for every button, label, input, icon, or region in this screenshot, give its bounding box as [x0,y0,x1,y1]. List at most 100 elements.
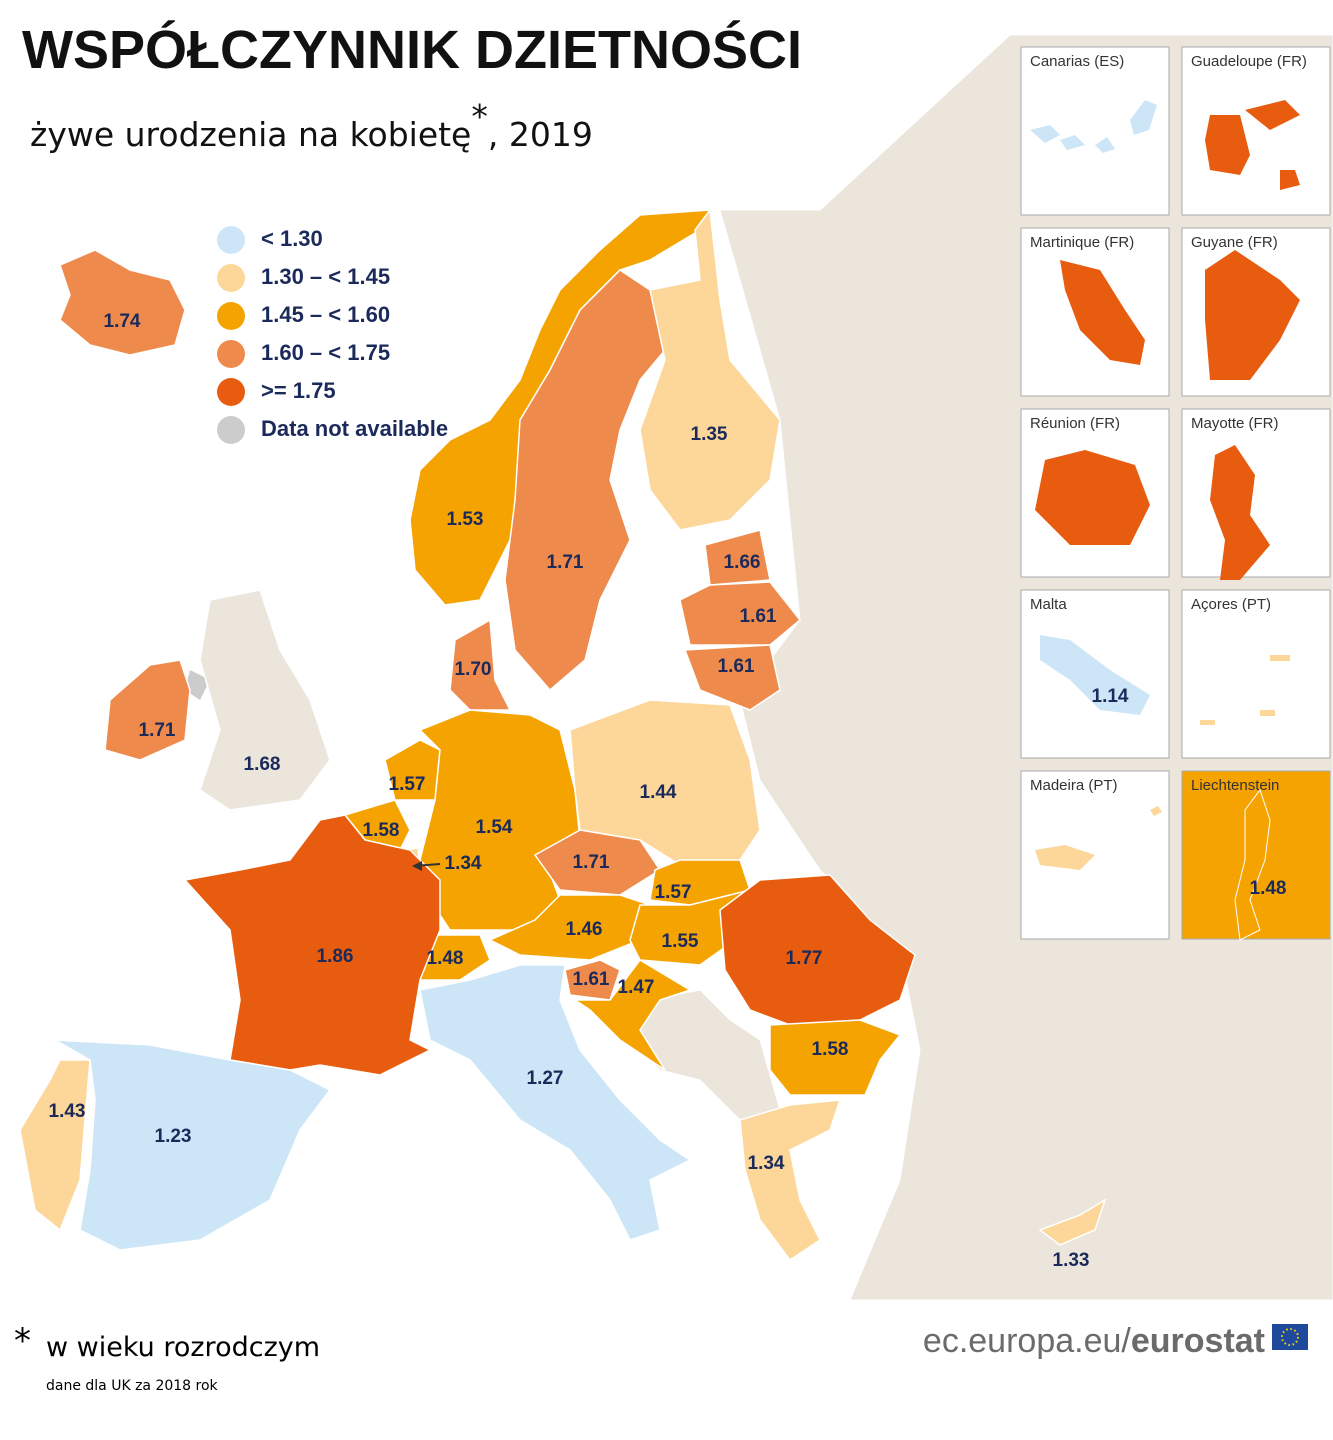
region [419,964,692,1241]
region-value: 1.23 [155,1126,192,1147]
inset-shape [1040,635,1150,715]
region-value: 1.47 [618,977,655,998]
region [104,659,191,761]
inset-name: Guadeloupe (FR) [1191,53,1307,70]
region-value: 1.57 [389,774,426,795]
region [769,1019,902,1096]
region [572,959,692,1071]
inset-shape [1205,250,1300,380]
region-value: 1.46 [566,919,603,940]
region [629,888,752,966]
footnote-text: w wieku rozrodczym [46,1332,320,1363]
region-value: 1.48 [427,948,464,969]
inset-frame [1181,589,1331,759]
region [683,644,781,711]
inset-shape [1035,450,1150,545]
region-value: 1.54 [476,817,513,838]
legend-swatch [217,264,245,292]
inset-value: 1.48 [1250,878,1287,899]
legend-label: < 1.30 [261,226,323,251]
region [449,618,512,711]
inset-name: Açores (PT) [1191,596,1271,613]
region [704,529,771,586]
inset-shape [1060,260,1145,365]
legend-label: 1.45 – < 1.60 [261,302,390,327]
region-value: 1.71 [547,552,584,573]
region-value: 1.53 [447,509,484,530]
title: WSPÓŁCZYNNIK DZIETNOŚCI [22,20,802,80]
region-value: 1.61 [740,606,777,627]
eu-flag [1272,1324,1308,1350]
legend-label: 1.30 – < 1.45 [261,264,390,289]
region-value: 1.77 [786,948,823,969]
subtitle: żywe urodzenia na kobietę*, 2019 [30,97,593,154]
region-value: 1.66 [724,552,761,573]
region-value: 1.61 [573,969,610,990]
region [199,589,331,811]
legend-swatch [217,340,245,368]
region [19,1059,91,1232]
legend: < 1.30 1.30 – < 1.45 1.45 – < 1.60 1.60 – <… [217,226,448,444]
no-data-area [185,670,210,700]
footnote-mark: * [14,1321,31,1361]
region [639,208,781,531]
region [564,959,621,1001]
region-value: 1.71 [573,852,610,873]
region [504,269,666,692]
insets: Canarias (ES) Guadeloupe (FR) Martinique (… [1020,46,1331,941]
inset-name: Malta [1030,596,1067,613]
inset-shape [1030,100,1157,153]
inset-name: Martinique (FR) [1030,234,1134,251]
region-value: 1.27 [527,1068,564,1089]
region [54,1039,332,1251]
region [679,581,802,646]
region-value: 1.58 [812,1039,849,1060]
region-value: 1.71 [139,720,176,741]
inset-frame [1181,770,1331,940]
region-value: 1.68 [244,754,281,775]
region-value: 1.34 [748,1153,785,1174]
inset-name: Mayotte (FR) [1191,415,1279,432]
region-value: 1.35 [691,424,728,445]
region-value: 1.34 [445,853,482,874]
inset-shape [1035,806,1162,870]
region-value: 1.86 [317,946,354,967]
legend-swatch [217,416,245,444]
inset-shape [1205,100,1300,190]
inset-name: Madeira (PT) [1030,777,1118,794]
region-value: 1.57 [655,882,692,903]
footnote-note: dane dla UK za 2018 rok [46,1378,219,1394]
inset-name: Canarias (ES) [1030,53,1124,70]
region [1038,1198,1107,1246]
legend-swatch [217,302,245,330]
region [739,1099,842,1262]
inset-shape [1210,445,1270,580]
arrow-head [412,861,422,871]
region-value: 1.44 [640,782,677,803]
legend-swatch [217,378,245,406]
region-value: 1.74 [104,311,141,332]
inset-name: Guyane (FR) [1191,234,1278,251]
region-value: 1.61 [718,656,755,677]
legend-label: 1.60 – < 1.75 [261,340,390,365]
eu-stars [1281,1328,1299,1346]
region [719,874,916,1026]
inset-frame [1181,46,1331,216]
region [409,209,712,606]
region-value: 1.58 [363,820,400,841]
inset-shape [1234,788,1271,941]
source: ec.europa.eu/eurostat [923,1322,1265,1360]
region-value: 1.43 [49,1101,86,1122]
region-value: 1.55 [662,931,699,952]
region-value: 1.33 [1053,1250,1090,1271]
inset-name: Liechtenstein [1191,777,1279,794]
legend-label: Data not available [261,416,448,441]
legend-swatch [217,226,245,254]
region [59,249,186,356]
legend-label: >= 1.75 [261,378,336,403]
regions: 1.74 1.53 1.71 1.35 1.66 1.61 1.61 1.70 1.71 1.68… [19,208,1107,1271]
region-value: 1.70 [455,659,492,680]
inset-name: Réunion (FR) [1030,415,1120,432]
inset-value: 1.14 [1092,686,1129,707]
